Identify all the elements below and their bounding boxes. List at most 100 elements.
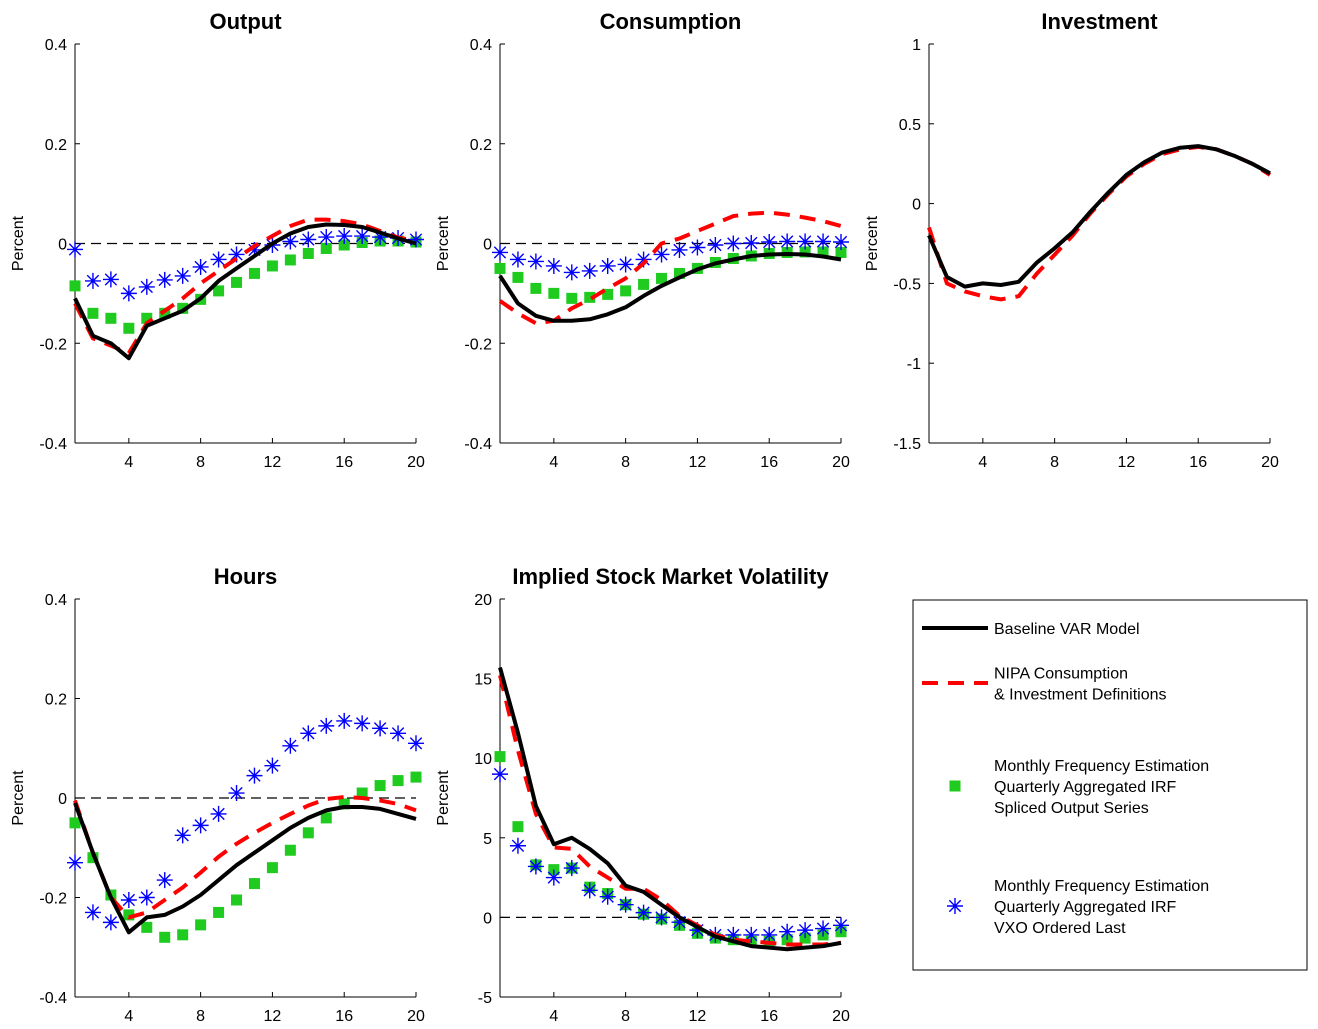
data-point-monthly_vxo	[563, 860, 580, 877]
data-point-monthly_spliced	[620, 285, 632, 297]
data-point-monthly_spliced	[548, 287, 560, 299]
series-line-nipa	[73, 217, 417, 356]
data-point-monthly_vxo	[527, 858, 544, 875]
data-point-monthly_spliced	[266, 862, 278, 874]
data-point-monthly_vxo	[617, 896, 634, 913]
data-point-monthly_vxo	[192, 258, 209, 275]
chart-panel-2: Consumption Percent -0.4 -0.2 0 0.2 0.4 4 8 12 16 2…	[435, 9, 850, 471]
y-tick-label: 0	[912, 197, 921, 214]
data-point-monthly_spliced	[177, 302, 189, 314]
y-tick-label: -0.5	[893, 276, 921, 293]
x-tick-label: 4	[549, 1008, 558, 1025]
legend-swatch-square	[949, 780, 961, 792]
data-point-monthly_spliced	[512, 271, 524, 283]
data-point-monthly_spliced	[356, 787, 368, 799]
data-point-monthly_vxo	[797, 922, 814, 939]
legend-label: VXO Ordered Last	[994, 920, 1126, 937]
x-tick-label: 16	[760, 1008, 778, 1025]
series-line-baseline	[498, 666, 842, 952]
data-point-monthly_vxo	[653, 909, 670, 926]
data-point-monthly_spliced	[673, 267, 685, 279]
y-tick-label: 0	[58, 237, 67, 254]
data-point-monthly_vxo	[318, 229, 335, 246]
data-point-monthly_vxo	[156, 271, 173, 288]
data-point-monthly_vxo	[138, 278, 155, 295]
data-point-monthly_spliced	[817, 246, 829, 258]
data-point-monthly_vxo	[725, 926, 742, 943]
data-point-monthly_spliced	[177, 929, 189, 941]
legend-swatch-asterisk	[947, 898, 963, 914]
data-point-monthly_vxo	[120, 285, 137, 302]
data-point-monthly_spliced	[799, 246, 811, 258]
y-axis-label: Percent	[10, 215, 27, 271]
x-tick-label: 4	[549, 454, 558, 471]
data-point-monthly_vxo	[599, 888, 616, 905]
data-point-monthly_spliced	[302, 827, 314, 839]
data-point-monthly_vxo	[174, 827, 191, 844]
data-point-monthly_vxo	[545, 869, 562, 886]
data-point-monthly_spliced	[248, 878, 260, 890]
x-tick-label: 4	[124, 1008, 133, 1025]
data-point-monthly_vxo	[779, 923, 796, 940]
x-tick-label: 20	[832, 1008, 850, 1025]
data-point-monthly_spliced	[159, 931, 171, 943]
data-point-monthly_spliced	[584, 291, 596, 303]
chart-title: Consumption	[600, 9, 742, 34]
legend-label: Monthly Frequency Estimation	[994, 758, 1209, 775]
data-point-monthly_vxo	[102, 271, 119, 288]
data-point-monthly_vxo	[192, 817, 209, 834]
y-tick-label: 0.4	[45, 37, 67, 54]
data-point-monthly_spliced	[374, 780, 386, 792]
data-point-monthly_spliced	[410, 771, 422, 783]
y-tick-label: 5	[483, 831, 492, 848]
data-point-monthly_vxo	[120, 891, 137, 908]
series-line-nipa	[498, 674, 842, 947]
data-point-monthly_vxo	[815, 920, 832, 937]
data-point-monthly_spliced	[123, 322, 135, 334]
data-point-monthly_vxo	[390, 725, 407, 742]
chart-panel-5: Implied Stock Market Volatility Percent -5…	[435, 564, 850, 1025]
legend-label: Quarterly Aggregated IRF	[994, 779, 1177, 796]
series-line-nipa	[73, 795, 417, 920]
data-point-monthly_vxo	[545, 257, 562, 274]
data-point-monthly_spliced	[69, 817, 81, 829]
data-point-monthly_vxo	[653, 246, 670, 263]
x-tick-label: 20	[407, 454, 425, 471]
data-point-monthly_spliced	[530, 282, 542, 294]
data-point-monthly_vxo	[581, 262, 598, 279]
data-point-monthly_vxo	[84, 272, 101, 289]
y-axis-label: Percent	[864, 215, 881, 271]
legend-entry-nipa: NIPA Consumption & Investment Definitions	[922, 666, 1167, 704]
data-point-monthly_spliced	[231, 894, 243, 906]
chart-panel-4: Hours Percent -0.4 -0.2 0 0.2 0.4 4 8 12 16 20	[10, 564, 425, 1025]
x-tick-label: 8	[1050, 454, 1059, 471]
x-tick-label: 20	[407, 1008, 425, 1025]
y-tick-label: 0.2	[45, 137, 67, 154]
y-tick-label: 20	[474, 592, 492, 609]
data-point-monthly_spliced	[656, 272, 668, 284]
data-point-monthly_vxo	[372, 229, 389, 246]
data-point-monthly_vxo	[354, 715, 371, 732]
data-point-monthly_vxo	[833, 917, 849, 934]
y-tick-label: -0.2	[39, 336, 67, 353]
legend-label: Quarterly Aggregated IRF	[994, 899, 1177, 916]
x-tick-label: 4	[978, 454, 987, 471]
x-tick-label: 8	[621, 454, 630, 471]
data-point-monthly_spliced	[159, 307, 171, 319]
y-tick-label: 0.2	[470, 137, 492, 154]
chart-title: Implied Stock Market Volatility	[512, 564, 829, 589]
x-tick-label: 8	[621, 1008, 630, 1025]
data-point-monthly_spliced	[638, 278, 650, 290]
x-tick-label: 16	[1189, 454, 1207, 471]
data-point-monthly_vxo	[797, 233, 814, 250]
data-point-monthly_vxo	[833, 234, 849, 251]
data-point-monthly_vxo	[815, 233, 832, 250]
y-axis-label: Percent	[10, 770, 27, 826]
x-tick-label: 4	[124, 454, 133, 471]
data-point-monthly_spliced	[602, 288, 614, 300]
data-point-monthly_spliced	[266, 260, 278, 272]
data-point-monthly_spliced	[338, 239, 350, 251]
data-point-monthly_spliced	[566, 292, 578, 304]
data-point-monthly_vxo	[228, 785, 245, 802]
